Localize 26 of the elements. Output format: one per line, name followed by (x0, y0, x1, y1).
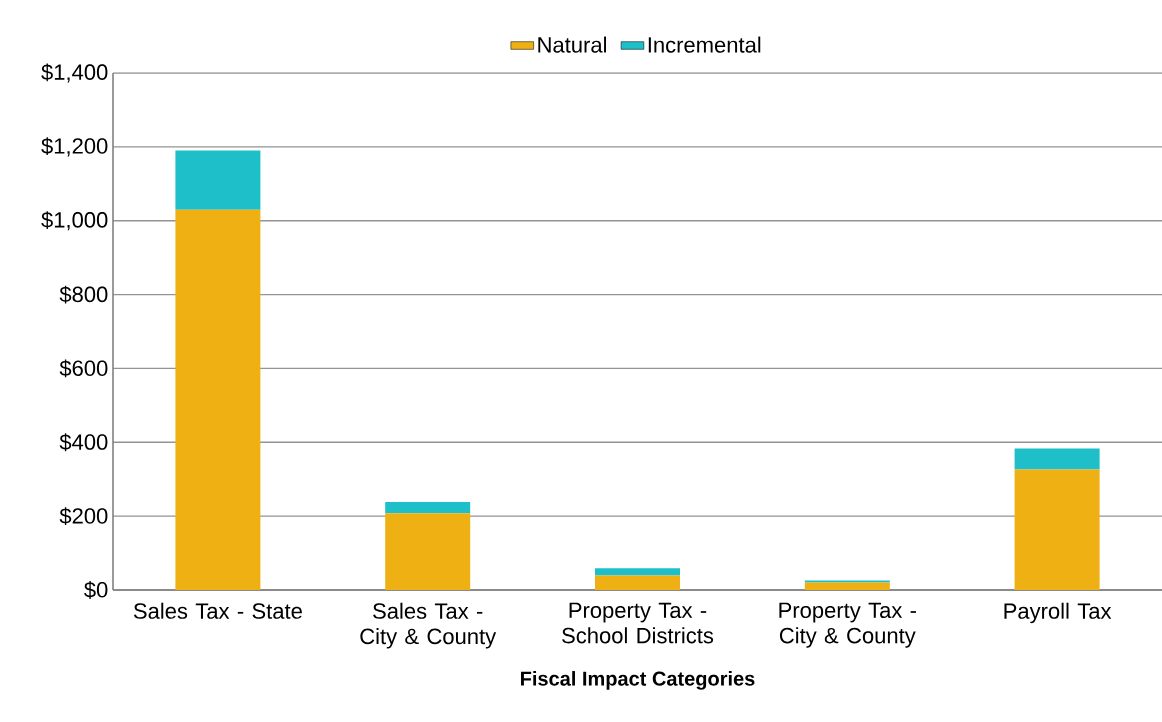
x-tick-label: Sales Tax - City & County (360, 602, 497, 649)
bar (804, 582, 890, 590)
y-tick-label: $0 (84, 581, 108, 599)
bar (804, 580, 890, 583)
y-tick-label: $800 (59, 285, 108, 304)
bar (175, 209, 261, 590)
x-tick-label: Sales Tax - State (133, 602, 302, 619)
y-tick-label: $200 (59, 507, 108, 526)
bar (385, 502, 471, 514)
y-tick-label: $1,400 (41, 63, 108, 83)
bar (595, 568, 681, 576)
y-tick-label: $1,200 (41, 137, 108, 157)
legend-label: Natural (538, 36, 606, 53)
bar (595, 575, 681, 590)
y-tick-label: $400 (59, 433, 108, 452)
x-axis-title: Fiscal Impact Categories (521, 671, 755, 690)
x-tick-label: Property Tax - City & County (779, 602, 916, 648)
legend-label: Incremental (648, 36, 761, 53)
y-tick-label: $600 (59, 359, 108, 378)
bar (1014, 469, 1100, 590)
x-tick-label: Payroll Tax (1004, 602, 1112, 624)
bar (175, 150, 261, 210)
bar (1014, 448, 1100, 470)
bar (385, 513, 471, 590)
y-tick-label: $1,000 (41, 211, 108, 231)
x-tick-label: Property Tax - School Districts (562, 602, 714, 644)
